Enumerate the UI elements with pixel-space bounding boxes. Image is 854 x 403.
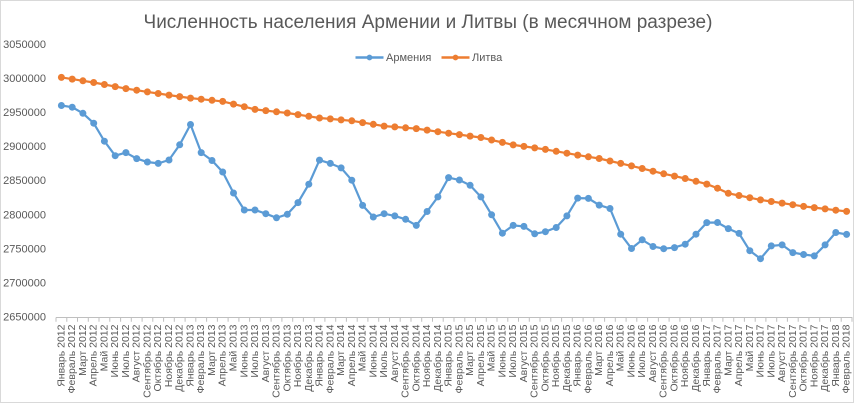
- svg-text:Август 2015: Август 2015: [518, 324, 530, 382]
- svg-text:Май 2013: Май 2013: [228, 324, 240, 371]
- svg-text:Октябрь 2016: Октябрь 2016: [669, 324, 681, 391]
- svg-text:Август 2017: Август 2017: [776, 324, 788, 382]
- svg-text:2850000: 2850000: [3, 175, 46, 187]
- svg-text:Февраль 2016: Февраль 2016: [582, 324, 594, 393]
- svg-text:Сентябрь 2013: Сентябрь 2013: [271, 324, 283, 397]
- svg-text:Январь 2016: Январь 2016: [572, 324, 584, 386]
- svg-text:Февраль 2017: Февраль 2017: [712, 324, 724, 393]
- svg-text:2700000: 2700000: [3, 277, 46, 289]
- svg-text:Май 2014: Май 2014: [357, 324, 369, 371]
- svg-text:Февраль 2014: Февраль 2014: [324, 324, 336, 393]
- svg-text:Июнь 2015: Июнь 2015: [496, 324, 508, 377]
- svg-text:Апрель 2014: Апрель 2014: [346, 324, 358, 386]
- svg-text:2750000: 2750000: [3, 243, 46, 255]
- svg-text:3050000: 3050000: [3, 39, 46, 51]
- svg-text:Январь 2012: Январь 2012: [55, 324, 67, 386]
- svg-text:Июль 2012: Июль 2012: [120, 324, 132, 377]
- svg-text:Литва: Литва: [472, 52, 503, 64]
- svg-text:Апрель 2017: Апрель 2017: [733, 324, 745, 386]
- svg-text:Июнь 2016: Июнь 2016: [626, 324, 638, 377]
- svg-text:Август 2012: Август 2012: [131, 324, 143, 382]
- svg-text:Ноябрь 2016: Ноябрь 2016: [679, 324, 691, 387]
- svg-text:Сентябрь 2012: Сентябрь 2012: [141, 324, 153, 397]
- svg-text:Ноябрь 2014: Ноябрь 2014: [421, 324, 433, 387]
- svg-text:Август 2016: Август 2016: [647, 324, 659, 382]
- svg-text:Июль 2015: Июль 2015: [507, 324, 519, 377]
- svg-text:Сентябрь 2015: Сентябрь 2015: [529, 324, 541, 397]
- svg-text:Июль 2013: Июль 2013: [249, 324, 261, 377]
- svg-text:Февраль 2013: Февраль 2013: [195, 324, 207, 393]
- svg-text:Сентябрь 2014: Сентябрь 2014: [400, 324, 412, 397]
- svg-text:Декабрь 2017: Декабрь 2017: [819, 324, 831, 391]
- svg-text:Октябрь 2014: Октябрь 2014: [410, 324, 422, 391]
- svg-text:2650000: 2650000: [3, 312, 46, 324]
- svg-text:Декабрь 2013: Декабрь 2013: [303, 324, 315, 391]
- svg-text:Февраль 2012: Февраль 2012: [66, 324, 78, 393]
- svg-text:Август 2013: Август 2013: [260, 324, 272, 382]
- svg-text:Ноябрь 2013: Ноябрь 2013: [292, 324, 304, 387]
- svg-text:2900000: 2900000: [3, 141, 46, 153]
- svg-text:Декабрь 2016: Декабрь 2016: [690, 324, 702, 391]
- svg-text:Октябрь 2017: Октябрь 2017: [798, 324, 810, 391]
- svg-text:Февраль 2018: Февраль 2018: [841, 324, 853, 393]
- svg-text:Апрель 2013: Апрель 2013: [217, 324, 229, 386]
- svg-text:Июнь 2017: Июнь 2017: [755, 324, 767, 377]
- svg-text:Июнь 2013: Июнь 2013: [238, 324, 250, 377]
- svg-text:Март 2017: Март 2017: [722, 324, 734, 376]
- svg-text:Март 2016: Март 2016: [593, 324, 605, 376]
- svg-text:Июль 2014: Июль 2014: [378, 324, 390, 377]
- svg-text:Март 2012: Март 2012: [77, 324, 89, 376]
- svg-text:Июль 2016: Июль 2016: [636, 324, 648, 377]
- svg-text:Апрель 2015: Апрель 2015: [475, 324, 487, 386]
- svg-text:Март 2014: Март 2014: [335, 324, 347, 376]
- svg-text:Декабрь 2012: Декабрь 2012: [174, 324, 186, 391]
- svg-text:Октябрь 2012: Октябрь 2012: [152, 324, 164, 391]
- svg-text:Май 2017: Май 2017: [744, 324, 756, 371]
- svg-text:Декабрь 2015: Декабрь 2015: [561, 324, 573, 391]
- svg-text:Май 2015: Май 2015: [486, 324, 498, 371]
- svg-text:Май 2016: Май 2016: [615, 324, 627, 371]
- svg-text:Октябрь 2013: Октябрь 2013: [281, 324, 293, 391]
- svg-text:Сентябрь 2017: Сентябрь 2017: [787, 324, 799, 397]
- svg-text:Март 2013: Март 2013: [206, 324, 218, 376]
- svg-text:Ноябрь 2017: Ноябрь 2017: [808, 324, 820, 387]
- svg-text:Январь 2018: Январь 2018: [830, 324, 842, 386]
- svg-text:Июль 2017: Июль 2017: [765, 324, 777, 377]
- svg-text:Сентябрь 2016: Сентябрь 2016: [658, 324, 670, 397]
- svg-text:Октябрь 2015: Октябрь 2015: [539, 324, 551, 391]
- svg-text:Декабрь 2014: Декабрь 2014: [432, 324, 444, 391]
- svg-text:Январь 2013: Январь 2013: [185, 324, 197, 386]
- svg-text:Численность населения Армении: Численность населения Армении и Литвы (в…: [144, 12, 713, 33]
- svg-text:Июнь 2014: Июнь 2014: [367, 324, 379, 377]
- svg-text:2950000: 2950000: [3, 107, 46, 119]
- svg-text:Январь 2014: Январь 2014: [314, 324, 326, 386]
- svg-text:Ноябрь 2012: Ноябрь 2012: [163, 324, 175, 387]
- svg-text:Май 2012: Май 2012: [98, 324, 110, 371]
- svg-text:Январь 2017: Январь 2017: [701, 324, 713, 386]
- svg-text:Апрель 2012: Апрель 2012: [88, 324, 100, 386]
- svg-text:Апрель 2016: Апрель 2016: [604, 324, 616, 386]
- svg-text:Январь 2015: Январь 2015: [443, 324, 455, 386]
- svg-text:3000000: 3000000: [3, 73, 46, 85]
- svg-text:Июнь 2012: Июнь 2012: [109, 324, 121, 377]
- svg-text:2800000: 2800000: [3, 209, 46, 221]
- svg-text:Февраль 2015: Февраль 2015: [453, 324, 465, 393]
- svg-text:Август 2014: Август 2014: [389, 324, 401, 382]
- svg-text:Март 2015: Март 2015: [464, 324, 476, 376]
- svg-text:Армения: Армения: [386, 52, 431, 64]
- svg-text:Ноябрь 2015: Ноябрь 2015: [550, 324, 562, 387]
